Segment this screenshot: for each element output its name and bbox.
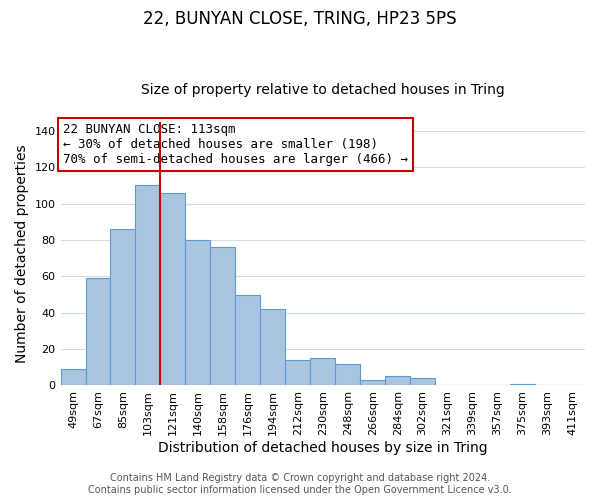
Bar bbox=[61, 369, 86, 386]
Bar bbox=[211, 248, 235, 386]
Bar bbox=[510, 384, 535, 386]
Bar bbox=[286, 360, 310, 386]
Bar bbox=[185, 240, 211, 386]
Bar bbox=[160, 192, 185, 386]
Bar bbox=[335, 364, 360, 386]
Bar bbox=[410, 378, 435, 386]
Bar bbox=[86, 278, 110, 386]
Bar bbox=[235, 294, 260, 386]
Bar bbox=[260, 309, 286, 386]
Y-axis label: Number of detached properties: Number of detached properties bbox=[15, 144, 29, 363]
Text: 22, BUNYAN CLOSE, TRING, HP23 5PS: 22, BUNYAN CLOSE, TRING, HP23 5PS bbox=[143, 10, 457, 28]
Bar bbox=[385, 376, 410, 386]
Text: 22 BUNYAN CLOSE: 113sqm
← 30% of detached houses are smaller (198)
70% of semi-d: 22 BUNYAN CLOSE: 113sqm ← 30% of detache… bbox=[63, 123, 408, 166]
Bar bbox=[360, 380, 385, 386]
X-axis label: Distribution of detached houses by size in Tring: Distribution of detached houses by size … bbox=[158, 441, 488, 455]
Title: Size of property relative to detached houses in Tring: Size of property relative to detached ho… bbox=[141, 83, 505, 97]
Bar bbox=[310, 358, 335, 386]
Text: Contains HM Land Registry data © Crown copyright and database right 2024.
Contai: Contains HM Land Registry data © Crown c… bbox=[88, 474, 512, 495]
Bar bbox=[110, 229, 136, 386]
Bar bbox=[136, 186, 160, 386]
